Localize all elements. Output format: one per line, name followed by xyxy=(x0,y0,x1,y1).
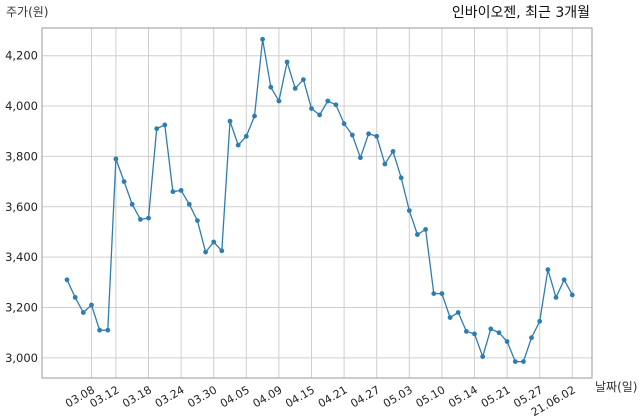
price-point xyxy=(227,118,233,124)
price-point xyxy=(243,133,249,139)
x-tick-label: 04.05 xyxy=(218,383,252,410)
y-tick-label: 4,200 xyxy=(5,49,38,63)
price-point xyxy=(415,232,420,237)
price-point xyxy=(72,295,78,300)
price-point xyxy=(195,218,200,224)
x-axis-ticks: 03.0803.1203.1803.2403.3004.0504.0904.15… xyxy=(63,383,578,419)
price-point xyxy=(186,201,192,207)
price-point xyxy=(406,208,412,214)
price-point xyxy=(480,354,486,359)
grid xyxy=(42,28,592,378)
y-tick-label: 4,000 xyxy=(5,99,38,113)
price-point xyxy=(447,315,453,320)
y-tick-label: 3,600 xyxy=(5,200,38,214)
price-point xyxy=(521,359,526,364)
price-point xyxy=(553,295,559,300)
price-point xyxy=(211,239,217,245)
x-tick-label: 05.03 xyxy=(381,383,415,410)
price-point xyxy=(146,215,151,221)
price-point xyxy=(97,327,102,333)
price-point xyxy=(398,175,404,181)
price-point xyxy=(64,277,70,283)
price-point xyxy=(439,291,445,296)
price-point xyxy=(105,327,111,333)
price-point xyxy=(529,335,534,341)
price-point xyxy=(170,189,176,195)
x-tick-label: 03.24 xyxy=(153,383,187,410)
price-point xyxy=(333,102,339,108)
x-tick-label: 03.30 xyxy=(185,383,219,410)
price-point xyxy=(423,227,428,232)
price-point xyxy=(113,156,119,162)
price-point xyxy=(561,277,567,283)
x-tick-label: 05.10 xyxy=(414,383,448,410)
price-point xyxy=(496,330,502,336)
price-point xyxy=(366,131,371,137)
price-point xyxy=(464,329,469,334)
price-point xyxy=(309,106,314,111)
price-point xyxy=(349,132,355,138)
price-point xyxy=(569,292,575,298)
price-point xyxy=(301,77,306,82)
x-tick-label: 05.14 xyxy=(446,383,480,410)
y-tick-label: 3,000 xyxy=(5,351,38,365)
price-point xyxy=(219,248,225,254)
y-tick-label: 3,200 xyxy=(5,300,38,314)
price-point xyxy=(178,188,184,193)
price-point xyxy=(203,249,209,255)
price-point xyxy=(537,318,543,324)
price-point xyxy=(382,161,388,167)
price-point xyxy=(512,359,518,364)
y-tick-label: 3,800 xyxy=(5,149,38,163)
price-point xyxy=(317,112,322,118)
price-point xyxy=(292,86,298,91)
x-tick-label: 04.09 xyxy=(251,383,285,410)
price-point xyxy=(89,302,94,308)
price-point xyxy=(545,267,551,273)
y-tick-label: 3,400 xyxy=(5,250,38,264)
x-tick-label: 04.21 xyxy=(316,383,350,410)
price-point xyxy=(121,179,127,185)
price-line xyxy=(66,39,573,363)
price-point xyxy=(358,155,363,161)
price-point xyxy=(154,126,160,132)
x-axis-label: 날짜(일) xyxy=(595,380,637,394)
chart-title: 인바이오젠, 최근 3개월 xyxy=(452,5,590,21)
x-tick-label: 03.18 xyxy=(120,383,154,410)
price-point xyxy=(138,217,143,222)
price-point xyxy=(276,98,282,104)
price-point xyxy=(260,36,265,42)
price-point xyxy=(488,326,494,332)
plot-frame xyxy=(41,27,593,379)
price-point xyxy=(252,113,257,119)
price-point xyxy=(431,291,437,296)
price-point xyxy=(162,122,168,128)
x-tick-label: 05.21 xyxy=(479,383,513,410)
y-axis-label: 주가(원) xyxy=(6,5,48,19)
x-tick-label: 04.15 xyxy=(283,383,317,410)
x-tick-label: 04.27 xyxy=(348,383,382,410)
price-point xyxy=(129,201,135,207)
price-point xyxy=(390,149,396,154)
price-point xyxy=(284,59,290,65)
y-axis-ticks: 3,000 3,200 3,400 3,600 3,800 4,000 4,200 xyxy=(5,49,38,365)
price-point xyxy=(455,310,461,315)
price-points xyxy=(64,36,575,364)
price-point xyxy=(374,133,380,139)
price-point xyxy=(472,331,477,337)
price-point xyxy=(80,310,86,315)
price-point xyxy=(235,142,241,148)
price-point xyxy=(268,84,274,90)
price-point xyxy=(504,339,510,344)
price-point xyxy=(341,121,347,127)
price-point xyxy=(325,98,331,104)
